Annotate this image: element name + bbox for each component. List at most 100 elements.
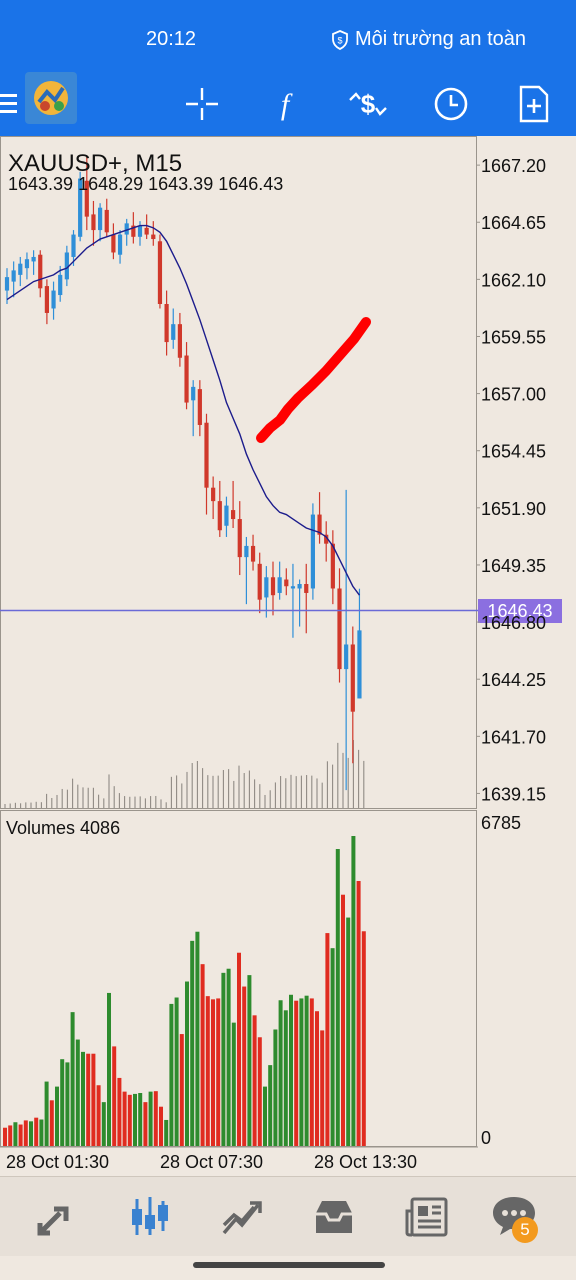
candle bbox=[297, 579, 302, 627]
volume-bar bbox=[211, 999, 215, 1146]
volume-bar bbox=[205, 996, 210, 1146]
candle bbox=[330, 530, 335, 605]
volume-bar bbox=[190, 940, 195, 1146]
volume-bar bbox=[346, 917, 351, 1146]
candle bbox=[244, 536, 249, 605]
news-icon bbox=[405, 1197, 448, 1237]
candle bbox=[284, 568, 289, 596]
crosshair-icon[interactable] bbox=[176, 78, 228, 130]
price-label: 1657.00 bbox=[481, 385, 546, 405]
volume-bar bbox=[289, 994, 293, 1146]
volume-bar bbox=[299, 998, 304, 1146]
volume-bar bbox=[174, 997, 179, 1146]
volume-bar bbox=[3, 1127, 7, 1146]
secure-label: Môi trường an toàn bbox=[354, 28, 526, 50]
candle bbox=[44, 279, 49, 325]
nav-history[interactable] bbox=[306, 1191, 362, 1243]
volume-bar bbox=[107, 992, 111, 1146]
volume-bar bbox=[226, 968, 231, 1146]
clock-icon[interactable] bbox=[425, 78, 477, 130]
candle bbox=[344, 489, 349, 791]
candle bbox=[18, 256, 23, 287]
volume-bar bbox=[268, 1065, 273, 1146]
volume-bar bbox=[86, 1053, 91, 1146]
candle bbox=[191, 380, 196, 437]
time-label: 28 Oct 13:30 bbox=[314, 1152, 417, 1172]
new-document-icon[interactable] bbox=[508, 78, 560, 130]
volume-bar bbox=[294, 1000, 299, 1146]
volume-bar bbox=[127, 1094, 132, 1146]
volume-bar bbox=[278, 1000, 283, 1146]
nav-news[interactable] bbox=[398, 1191, 454, 1243]
trade-dollar-icon[interactable]: $ bbox=[342, 78, 394, 130]
volume-bar bbox=[65, 1062, 70, 1146]
volume-bar bbox=[70, 1012, 75, 1146]
volume-bar bbox=[96, 1085, 101, 1146]
candle bbox=[257, 552, 262, 614]
candle bbox=[84, 156, 89, 231]
volume-bar bbox=[351, 836, 356, 1146]
candle bbox=[111, 223, 116, 260]
price-label: 1667.20 bbox=[481, 156, 546, 176]
quotes-icon bbox=[37, 1205, 74, 1236]
volume-bar bbox=[179, 1034, 184, 1146]
volume-bar bbox=[304, 995, 309, 1146]
price-chart[interactable]: 1646.43 1667.20 1664.65 1662.10 1659.55 1657… bbox=[0, 136, 576, 1176]
candle bbox=[4, 268, 10, 304]
volume-bar bbox=[309, 998, 314, 1146]
volume-bar bbox=[148, 1091, 153, 1146]
app-logo[interactable] bbox=[25, 72, 77, 124]
nav-charts[interactable] bbox=[122, 1191, 178, 1243]
candle bbox=[117, 230, 123, 264]
nav-trade[interactable] bbox=[214, 1191, 270, 1243]
candle bbox=[250, 534, 256, 571]
candle bbox=[24, 252, 30, 280]
candle bbox=[171, 308, 176, 349]
volume-bar bbox=[216, 998, 221, 1146]
charts-icon bbox=[132, 1197, 168, 1235]
current-price-label: 1646.43 bbox=[487, 601, 552, 621]
volume-bar bbox=[91, 1053, 96, 1146]
candle bbox=[51, 281, 56, 320]
volume-bar bbox=[101, 1102, 106, 1146]
candle bbox=[357, 588, 362, 699]
volume-bar bbox=[23, 1120, 28, 1146]
nav-chat[interactable]: 5 bbox=[486, 1191, 542, 1243]
volume-bar bbox=[325, 933, 330, 1146]
candle bbox=[144, 214, 149, 240]
volume-bar bbox=[237, 952, 241, 1146]
chat-badge: 5 bbox=[512, 1217, 538, 1243]
candlestick-series bbox=[4, 156, 362, 791]
nav-quotes[interactable] bbox=[30, 1191, 86, 1243]
candle bbox=[324, 521, 329, 562]
candle bbox=[231, 480, 236, 528]
candle bbox=[204, 413, 209, 515]
home-indicator[interactable] bbox=[193, 1262, 385, 1268]
volume-bar bbox=[361, 931, 366, 1146]
volume-bar bbox=[159, 1106, 163, 1146]
price-label: 1654.45 bbox=[481, 442, 546, 462]
volume-bar bbox=[257, 1037, 262, 1146]
indicator-f-icon[interactable]: f bbox=[259, 78, 311, 130]
menu-icon[interactable] bbox=[0, 78, 38, 130]
volume-bar bbox=[49, 1100, 54, 1146]
price-label: 1662.10 bbox=[481, 270, 546, 290]
volume-bar bbox=[247, 975, 252, 1146]
history-icon bbox=[316, 1201, 352, 1233]
volume-bar bbox=[231, 1022, 236, 1146]
candle bbox=[124, 218, 129, 246]
volume-bar bbox=[273, 1029, 278, 1146]
volume-bar bbox=[117, 1077, 122, 1146]
chart-ohlc: 1643.39 1648.29 1643.39 1646.43 bbox=[8, 174, 283, 194]
candle bbox=[177, 312, 182, 367]
volume-bar bbox=[221, 972, 226, 1146]
volume-bar bbox=[55, 1086, 59, 1146]
time-label: 28 Oct 07:30 bbox=[160, 1152, 263, 1172]
current-price-tag bbox=[478, 599, 562, 623]
candle bbox=[237, 501, 242, 576]
volume-bar bbox=[75, 1039, 80, 1146]
price-label: 1641.70 bbox=[481, 727, 546, 747]
candle bbox=[184, 342, 189, 410]
volume-bar bbox=[143, 1102, 148, 1146]
volume-histogram-overlay bbox=[4, 740, 365, 808]
